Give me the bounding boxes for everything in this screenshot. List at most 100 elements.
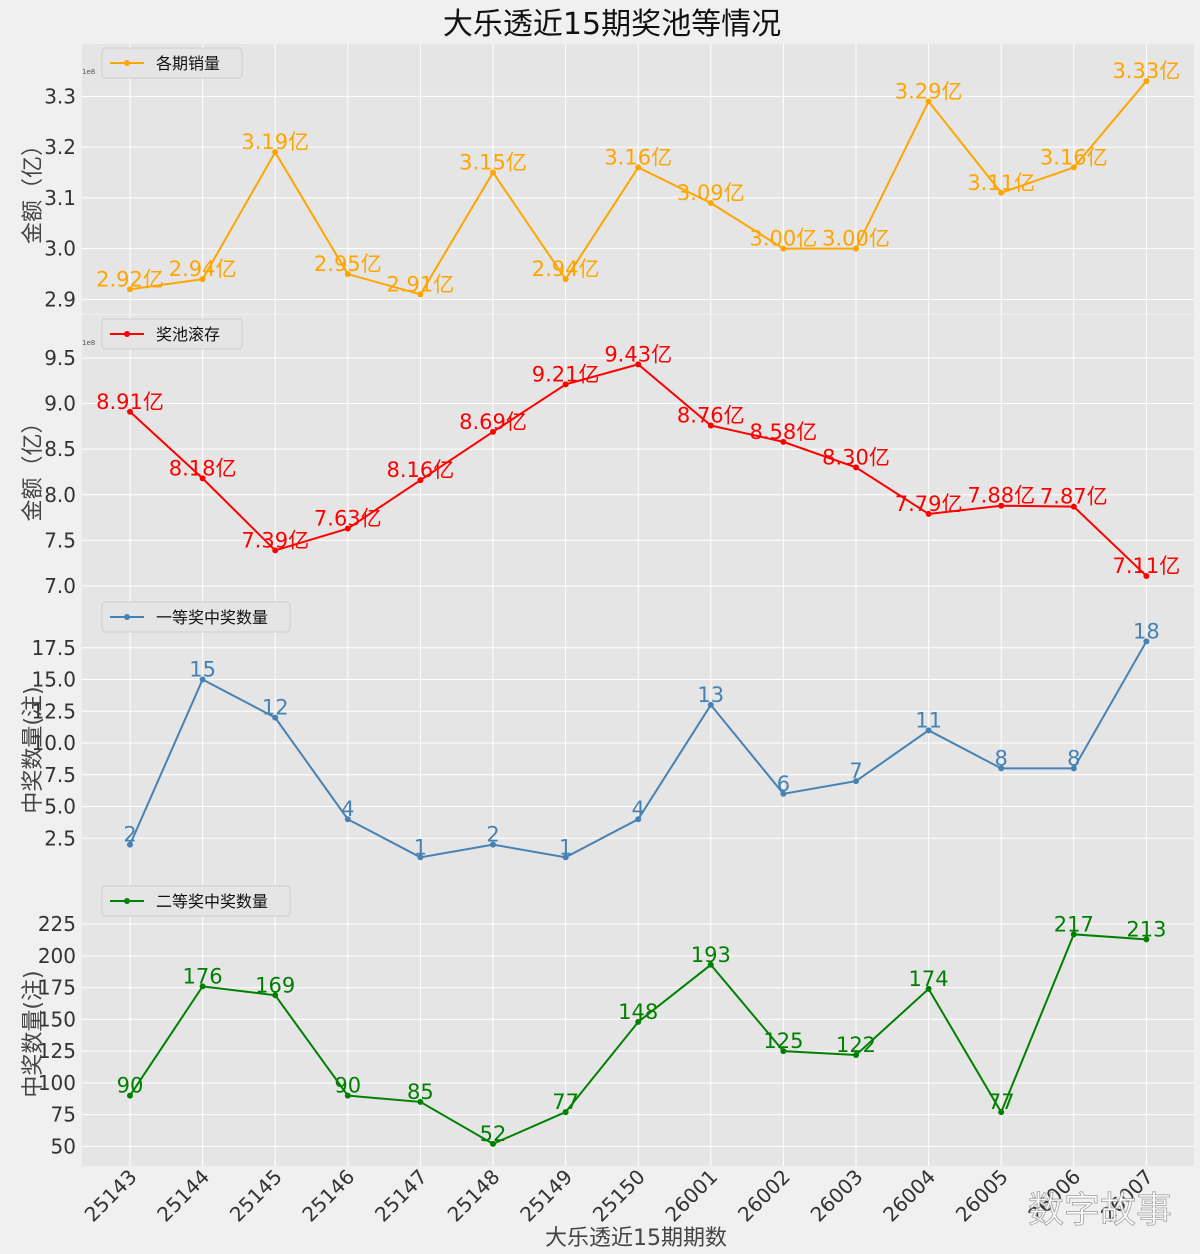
data-label: 7.88亿 [967,484,1035,508]
data-point [1143,78,1150,85]
data-label: 3.19亿 [241,130,309,154]
data-label: 3.00亿 [822,227,890,251]
data-label: 7.11亿 [1113,554,1181,578]
data-point [417,854,424,861]
legend-label: 奖池滚存 [156,325,220,344]
y-tick-label: 9.0 [44,392,76,416]
data-label: 13 [697,683,724,707]
data-point [1070,765,1077,772]
legend: 奖池滚存 [101,318,243,350]
data-point [127,841,133,848]
data-label: 2 [123,823,136,847]
x-tick-label: 26005 [951,1165,1013,1227]
data-label: 52 [480,1122,507,1146]
data-point [272,992,279,999]
data-point [853,778,859,785]
data-point [707,422,714,429]
legend-label: 二等奖中奖数量 [156,892,268,911]
data-label: 3.00亿 [750,227,818,251]
data-label: 2 [486,823,499,847]
data-point [853,245,859,252]
data-point [417,1098,424,1105]
data-point [344,1092,351,1099]
data-point [635,1018,642,1025]
y-tick-label: 12.5 [31,699,76,723]
data-point [1070,931,1077,938]
legend-box [101,47,243,79]
y-axis-label: 中奖数量(注) [21,970,46,1097]
data-point [417,291,424,298]
data-label: 2.95亿 [314,252,382,276]
y-tick-label: 7.5 [44,528,76,552]
y-axis-label: 中奖数量(注) [21,686,46,813]
data-label: 3.15亿 [459,150,527,174]
data-point [780,1048,787,1055]
y-tick-label: 125 [38,1039,76,1063]
data-point [490,1140,496,1147]
data-point [1070,164,1077,171]
y-tick-label: 7.5 [44,763,76,787]
data-point [925,985,932,992]
data-label: 8 [1067,746,1080,770]
x-axis-label: 大乐透近15期期数 [545,1226,727,1251]
data-label: 8.76亿 [677,403,745,427]
data-point [127,286,133,293]
data-label: 85 [407,1080,434,1104]
x-tick-label: 26001 [660,1165,722,1227]
x-tick-label: 25150 [588,1165,650,1227]
data-point [490,841,496,848]
panel-4: 50 75 100 125 150 175 200 225 中奖数量(注) 90 176 169 90 8… [21,882,1194,1166]
data-label: 169 [255,973,295,997]
x-tick-labels: 25143 25144 25145 25146 25147 25148 25149 25150… [80,1165,1158,1227]
y-tick-label: 15.0 [31,668,76,692]
y-tick-label: 17.5 [31,636,76,660]
data-label: 3.09亿 [677,181,745,205]
data-label: 8.16亿 [387,458,455,482]
data-point [1143,572,1150,579]
data-point [199,475,206,482]
y-axis-label: 金额（亿） [21,134,46,244]
watermark: 数字故事 [1028,1190,1172,1231]
legend-marker [124,614,130,620]
data-point [490,428,496,435]
data-label: 15 [189,658,216,682]
data-label: 18 [1133,619,1160,643]
data-point [1070,503,1077,510]
data-point [925,727,932,734]
data-label: 8 [995,746,1008,770]
legend: 各期销量 [101,47,243,79]
data-point [707,199,714,206]
x-tick-label: 25145 [225,1165,287,1227]
y-tick-label: 5.0 [44,795,76,819]
data-point [199,676,206,683]
data-label: 174 [909,967,949,991]
data-label: 148 [618,1000,658,1024]
data-point [490,169,496,176]
data-point [1143,638,1150,645]
data-point [127,1092,133,1099]
data-point [1143,936,1150,943]
legend-marker [124,898,130,904]
y-tick-label: 10.0 [31,731,76,755]
data-label: 8.30亿 [822,445,890,469]
data-label: 1 [414,835,427,859]
legend: 一等奖中奖数量 [101,601,291,633]
data-label: 2.92亿 [96,267,164,291]
data-label: 8.58亿 [750,420,818,444]
y-tick-label: 2.5 [44,826,76,850]
data-point [562,276,569,283]
y-tick-label: 3.0 [44,237,76,261]
data-point [272,149,279,156]
y-tick-label: 8.0 [44,483,76,507]
data-label: 193 [691,943,731,967]
data-label: 2.94亿 [532,257,600,281]
y-tick-label: 3.2 [44,135,76,159]
data-label: 7 [849,759,862,783]
data-label: 8.69亿 [459,410,527,434]
x-tick-label: 25143 [80,1165,142,1227]
legend-marker [124,60,130,66]
data-label: 4 [341,797,354,821]
